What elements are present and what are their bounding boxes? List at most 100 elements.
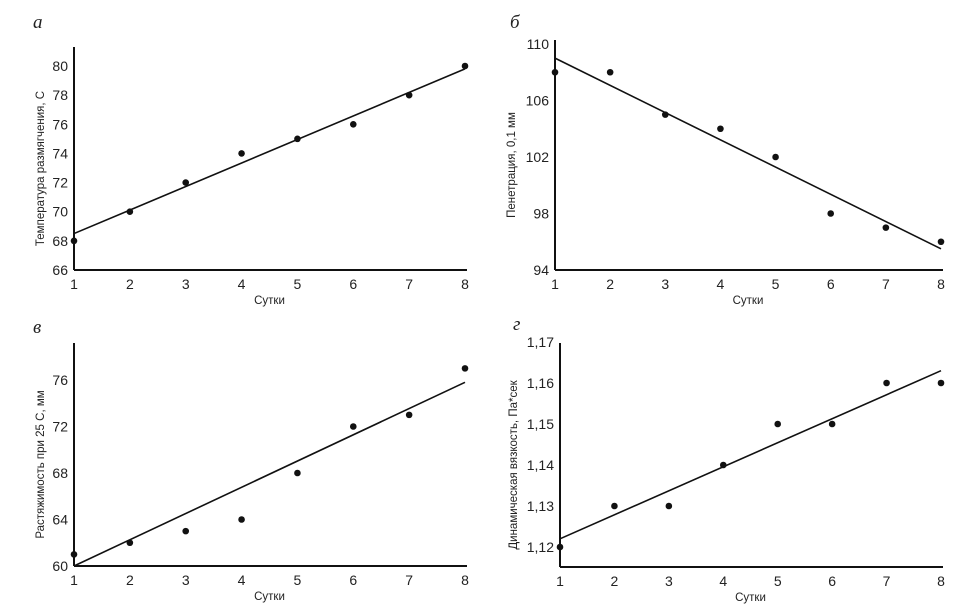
data-point (405, 411, 413, 419)
panel-1: а1 2 3 4 5 6 7 86668707274767880СуткиТемператур… (33, 12, 469, 307)
y-tick-label: 94 (533, 262, 549, 278)
x-tick-label: 8 (937, 276, 945, 292)
y-axis-label: Растяжимость при 25 С, мм (35, 390, 47, 538)
data-point (937, 238, 945, 246)
y-tick-label: 66 (52, 262, 68, 278)
data-point (772, 153, 779, 161)
y-tick-label: 98 (533, 206, 549, 222)
x-tick-label: 3 (665, 573, 673, 589)
trend-line (73, 381, 466, 567)
panel-4: г 1 2 3 4 5 6 7 8 1,12 1,13 1,14 1,15 1,16 1,17 Сутки Ди… (508, 314, 945, 604)
data-point (294, 469, 301, 477)
data-point (937, 379, 945, 387)
x-tick-label: 5 (772, 276, 780, 292)
data-point (70, 551, 78, 558)
data-point (556, 543, 564, 551)
x-tick-label: 4 (238, 276, 246, 292)
x-tick-label: 3 (661, 276, 669, 292)
x-tick-label: 3 (182, 572, 190, 588)
x-tick-label: 5 (294, 276, 302, 292)
panel-label: б (510, 12, 521, 33)
data-point (719, 461, 727, 469)
y-tick-label: 1,14 (527, 457, 554, 473)
x-tick-label: 2 (611, 573, 619, 589)
x-tick-label: 7 (405, 276, 413, 292)
x-tick-label: 2 (126, 276, 134, 292)
data-point (606, 68, 614, 76)
x-tick-label: 6 (827, 276, 835, 292)
trend-line (554, 57, 942, 250)
x-tick-label: 1 (70, 572, 78, 588)
y-tick-label: 76 (52, 372, 68, 388)
data-point (665, 502, 673, 510)
y-tick-label: 1,13 (527, 498, 554, 514)
data-point (882, 224, 890, 231)
x-tick-label: 8 (461, 572, 469, 588)
y-axis-label: Пенетрация, 0,1 мм (506, 112, 518, 218)
data-point (349, 423, 357, 430)
x-tick-label: 3 (182, 276, 190, 292)
data-point (294, 135, 301, 143)
data-point (405, 91, 413, 99)
data-point (461, 62, 469, 70)
data-point (182, 527, 190, 535)
y-tick-label: 106 (526, 93, 550, 109)
data-point (883, 379, 890, 387)
y-tick-label: 1,12 (527, 539, 554, 555)
y-tick-label: 1,16 (527, 375, 554, 391)
y-tick-label: 72 (52, 175, 68, 191)
x-tick-label: 6 (349, 572, 357, 588)
x-tick-label: 7 (883, 573, 891, 589)
panel-2: б 1 2 3 4 5 6 7 8 94 98 102 106 110 Сутки Пенетрация, 0… (506, 12, 945, 307)
data-point (70, 237, 78, 245)
data-point (349, 120, 357, 128)
y-axis-label: Динамическая вязкость, Па*сек (508, 379, 520, 549)
x-tick-label: 8 (937, 573, 945, 589)
data-point (774, 420, 782, 428)
y-tick-label: 76 (52, 116, 68, 132)
data-point (828, 420, 836, 428)
x-tick-label: 1 (70, 276, 78, 292)
data-point (126, 539, 134, 547)
y-tick-label: 102 (526, 149, 550, 165)
y-tick-label: 70 (52, 204, 68, 220)
trend-line (73, 68, 466, 235)
x-tick-label: 8 (461, 276, 469, 292)
data-point (551, 68, 559, 76)
data-point (717, 125, 724, 133)
y-tick-label: 74 (52, 145, 68, 161)
x-axis-label: Сутки (254, 591, 285, 603)
y-tick-label: 72 (52, 419, 68, 435)
data-point (238, 516, 245, 523)
y-tick-label: 1,17 (527, 334, 554, 350)
x-axis-label: Сутки (254, 295, 285, 307)
panel-3: в 1 2 3 4 5 6 7 8 60 64 68 72 76 Сутки Растяжимость при… (33, 317, 469, 603)
x-tick-label: 4 (719, 573, 727, 589)
x-axis-label: Сутки (733, 295, 764, 307)
x-tick-label: 4 (238, 572, 246, 588)
x-tick-label: 4 (717, 276, 725, 292)
data-point (238, 150, 245, 157)
x-tick-label: 7 (405, 572, 413, 588)
data-point (126, 208, 134, 216)
data-point (661, 111, 669, 118)
panel-label: г (513, 314, 520, 335)
data-point (827, 210, 835, 217)
y-tick-label: 80 (52, 58, 68, 74)
y-axis-label: Температура размягчения, С (35, 91, 47, 246)
y-tick-label: 64 (52, 512, 68, 528)
panel-label: в (33, 317, 41, 338)
x-tick-label: 6 (828, 573, 836, 589)
x-tick-label: 7 (882, 276, 890, 292)
y-tick-label: 60 (52, 558, 68, 574)
y-tick-label: 110 (527, 36, 550, 52)
y-tick-label: 78 (52, 87, 68, 103)
x-axis-label: Сутки (735, 592, 766, 604)
x-tick-label: 6 (349, 276, 357, 292)
x-tick-label: 1 (556, 573, 564, 589)
x-tick-label: 1 (551, 276, 559, 292)
x-tick-label: 2 (606, 276, 614, 292)
trend-line (559, 369, 942, 540)
data-point (611, 502, 618, 510)
